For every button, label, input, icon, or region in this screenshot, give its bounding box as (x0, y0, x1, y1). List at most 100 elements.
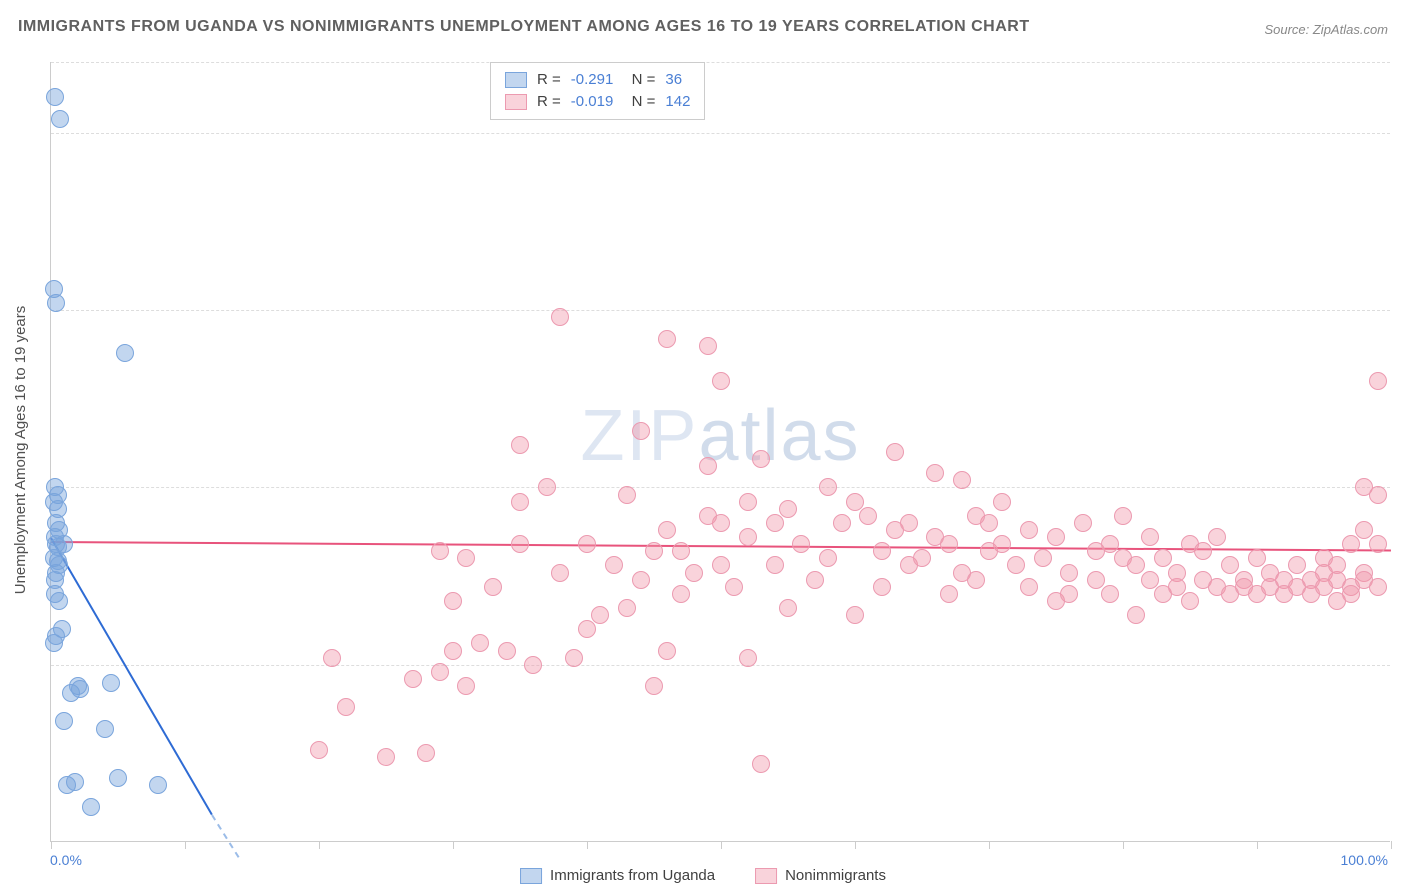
data-point (618, 599, 636, 617)
data-point (1288, 556, 1306, 574)
data-point (632, 422, 650, 440)
x-tick (453, 841, 454, 849)
x-tick (587, 841, 588, 849)
y-tick-label: 37.5% (1398, 302, 1406, 318)
data-point (1328, 556, 1346, 574)
stats-row-series1: R = -0.291 N = 36 (505, 69, 690, 91)
data-point (45, 634, 63, 652)
x-tick (721, 841, 722, 849)
plot-area: ZIPatlas 12.5%25.0%37.5%50.0% (50, 62, 1390, 842)
data-point (55, 712, 73, 730)
data-point (967, 571, 985, 589)
data-point (846, 493, 864, 511)
data-point (551, 564, 569, 582)
data-point (565, 649, 583, 667)
grid-line (51, 133, 1390, 134)
data-point (833, 514, 851, 532)
data-point (49, 552, 67, 570)
data-point (457, 677, 475, 695)
data-point (116, 344, 134, 362)
data-point (109, 769, 127, 787)
data-point (658, 642, 676, 660)
data-point (102, 674, 120, 692)
data-point (632, 571, 650, 589)
x-tick (185, 841, 186, 849)
data-point (1127, 606, 1145, 624)
data-point (551, 308, 569, 326)
data-point (859, 507, 877, 525)
stat-n-value-series2: 142 (665, 91, 690, 113)
data-point (699, 507, 717, 525)
data-point (538, 478, 556, 496)
x-axis-max-label: 100.0% (1341, 852, 1388, 868)
data-point (752, 450, 770, 468)
data-point (498, 642, 516, 660)
data-point (913, 549, 931, 567)
data-point (766, 556, 784, 574)
data-point (1181, 592, 1199, 610)
data-point (645, 677, 663, 695)
data-point (46, 88, 64, 106)
data-point (1369, 486, 1387, 504)
data-point (457, 549, 475, 567)
swatch-series2 (505, 94, 527, 110)
data-point (873, 578, 891, 596)
data-point (1114, 507, 1132, 525)
source-attribution: Source: ZipAtlas.com (1264, 22, 1388, 37)
grid-line (51, 665, 1390, 666)
bottom-legend: Immigrants from Uganda Nonimmigrants (520, 867, 886, 884)
data-point (806, 571, 824, 589)
data-point (1034, 549, 1052, 567)
data-point (511, 535, 529, 553)
stat-n-value-series1: 36 (665, 69, 682, 91)
data-point (444, 592, 462, 610)
stat-r-label: R = (537, 69, 561, 91)
x-tick (1391, 841, 1392, 849)
data-point (404, 670, 422, 688)
data-point (1060, 585, 1078, 603)
data-point (578, 535, 596, 553)
data-point (1168, 578, 1186, 596)
data-point (752, 755, 770, 773)
data-point (1020, 521, 1038, 539)
data-point (524, 656, 542, 674)
y-tick-label: 12.5% (1398, 657, 1406, 673)
data-point (82, 798, 100, 816)
data-point (819, 478, 837, 496)
data-point (1127, 556, 1145, 574)
legend-swatch-series2 (755, 868, 777, 884)
watermark: ZIPatlas (580, 395, 860, 477)
y-tick-label: 50.0% (1398, 125, 1406, 141)
data-point (484, 578, 502, 596)
data-point (739, 649, 757, 667)
data-point (1101, 535, 1119, 553)
data-point (739, 528, 757, 546)
data-point (739, 493, 757, 511)
x-tick (1123, 841, 1124, 849)
data-point (940, 535, 958, 553)
stats-legend-box: R = -0.291 N = 36 R = -0.019 N = 142 (490, 62, 705, 120)
grid-line (51, 487, 1390, 488)
data-point (310, 741, 328, 759)
watermark-atlas: atlas (698, 396, 860, 476)
data-point (846, 606, 864, 624)
data-point (50, 592, 68, 610)
data-point (47, 535, 65, 553)
data-point (685, 564, 703, 582)
data-point (779, 599, 797, 617)
data-point (699, 457, 717, 475)
stat-r-value-series1: -0.291 (571, 69, 614, 91)
data-point (1342, 535, 1360, 553)
data-point (1074, 514, 1092, 532)
data-point (792, 535, 810, 553)
x-axis-min-label: 0.0% (50, 852, 82, 868)
stat-n-label: N = (623, 91, 655, 113)
data-point (47, 294, 65, 312)
data-point (819, 549, 837, 567)
data-point (672, 542, 690, 560)
data-point (993, 493, 1011, 511)
swatch-series1 (505, 72, 527, 88)
data-point (51, 110, 69, 128)
grid-line (51, 62, 1390, 63)
data-point (149, 776, 167, 794)
